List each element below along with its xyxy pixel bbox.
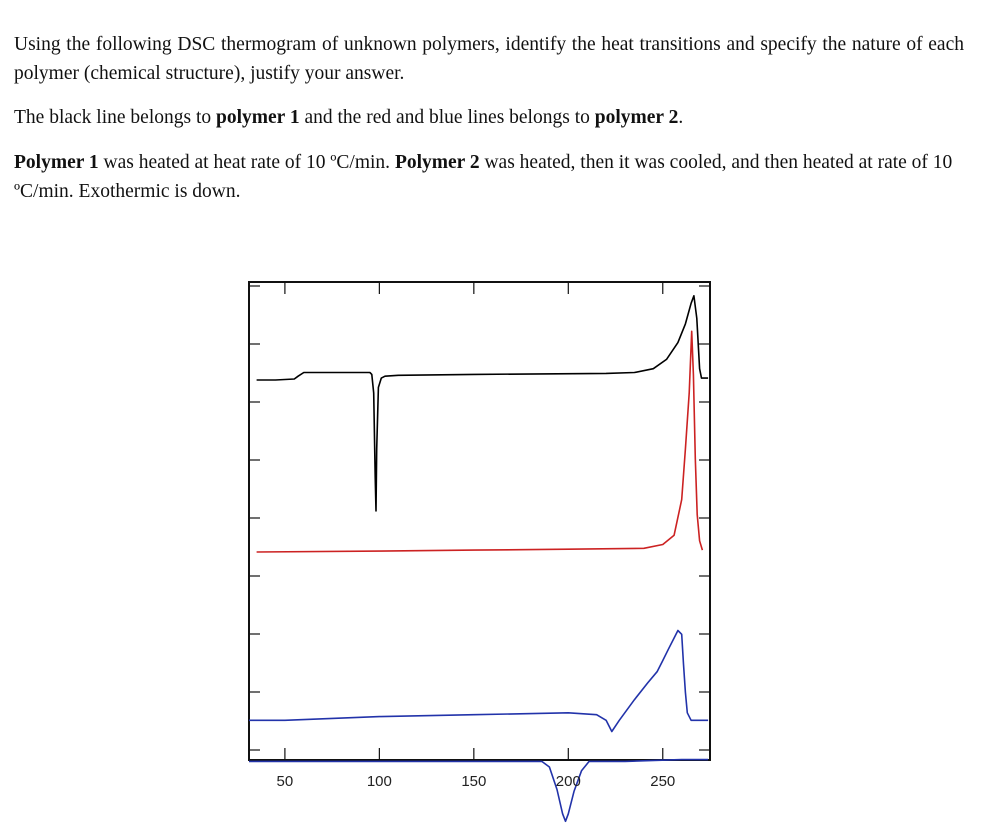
question-paragraph-2: The black line belongs to polymer 1 and … (14, 103, 964, 132)
p2-text-e: . (678, 107, 684, 128)
p3-polymer-1-label: Polymer 1 (14, 152, 99, 173)
series-line-1 (256, 295, 709, 512)
plot-frame (248, 281, 711, 761)
p3-polymer-2-label: Polymer 2 (394, 152, 480, 173)
polymer-2-label: polymer 2 (594, 107, 679, 128)
question-paragraph-1: Using the following DSC thermogram of un… (14, 34, 964, 84)
series-line-3 (249, 629, 709, 733)
x-tick-labels: 50 100 150 200 250 (277, 773, 676, 790)
series-line-4 (249, 758, 709, 823)
polymer-1-label: polymer 1 (216, 107, 300, 128)
p2-text-a: The black line belongs to (14, 107, 216, 128)
series-line-2 (256, 330, 704, 553)
series-layer (249, 295, 709, 823)
p3-text-d: was heated, then it was cooled, and then… (14, 152, 953, 202)
tick-marks (249, 282, 710, 760)
x-tick-label-200: 200 (556, 773, 581, 790)
x-tick-label-150: 150 (461, 773, 486, 790)
x-tick-label-50: 50 (277, 773, 294, 790)
question-paragraph-3: Polymer 1 was heated at heat rate of 10 … (14, 148, 964, 206)
p3-text-b: was heated at heat rate of 10 ºC/min. (98, 152, 395, 173)
x-tick-label-100: 100 (367, 773, 392, 790)
x-tick-label-250: 250 (650, 773, 675, 790)
p2-text-c: and the red and blue lines belongs to (299, 107, 595, 128)
